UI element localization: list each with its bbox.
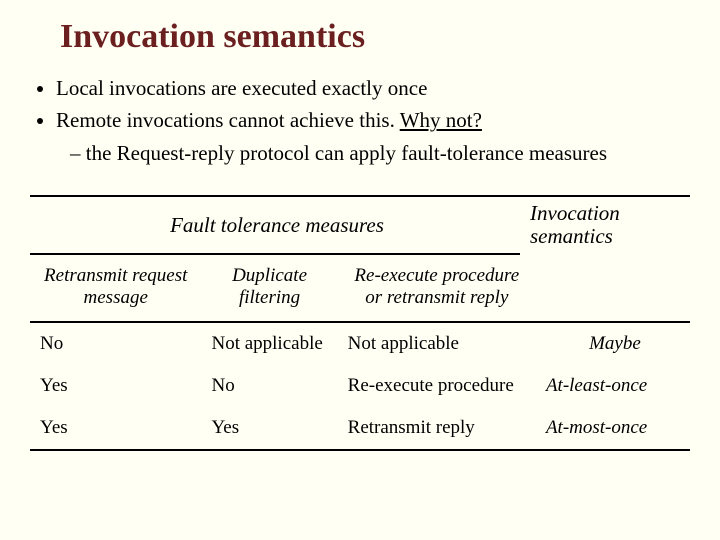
bullet-list: Local invocations are executed exactly o… <box>38 74 690 167</box>
bullet-1: Local invocations are executed exactly o… <box>56 74 690 102</box>
cell-duplicate: Yes <box>201 407 337 449</box>
cell-duplicate: No <box>201 365 337 407</box>
bullet-2-text: Remote invocations cannot achieve this. <box>56 108 400 132</box>
cell-semantics: At-most-once <box>536 407 690 449</box>
col-duplicate: Duplicatefiltering <box>201 255 337 321</box>
header-fault-tolerance: Fault tolerance measures <box>30 213 524 238</box>
table-row: No Not applicable Not applicable Maybe <box>30 322 690 365</box>
table-row: Yes Yes Retransmit reply At-most-once <box>30 407 690 449</box>
table-header-row: Retransmit requestmessage Duplicatefilte… <box>30 255 690 321</box>
why-not-link[interactable]: Why not? <box>400 108 482 132</box>
table-row: Yes No Re-execute procedure At-least-onc… <box>30 365 690 407</box>
cell-retransmit: No <box>30 322 201 365</box>
cell-reexecute: Not applicable <box>338 322 536 365</box>
col-reexecute: Re-execute procedureor retransmit reply <box>338 255 536 321</box>
sub-bullet-1: the Request-reply protocol can apply fau… <box>70 139 690 167</box>
header-invocation-semantics: Invocationsemantics <box>524 202 690 248</box>
col-semantics <box>536 255 690 321</box>
col-retransmit: Retransmit requestmessage <box>30 255 201 321</box>
semantics-table: Retransmit requestmessage Duplicatefilte… <box>30 255 690 451</box>
cell-reexecute: Retransmit reply <box>338 407 536 449</box>
cell-reexecute: Re-execute procedure <box>338 365 536 407</box>
slide-title: Invocation semantics <box>60 18 690 56</box>
cell-semantics: At-least-once <box>536 365 690 407</box>
cell-semantics: Maybe <box>536 322 690 365</box>
cell-duplicate: Not applicable <box>201 322 337 365</box>
bullet-2: Remote invocations cannot achieve this. … <box>56 106 690 167</box>
cell-retransmit: Yes <box>30 365 201 407</box>
table-area: Fault tolerance measures Invocationseman… <box>30 195 690 451</box>
cell-retransmit: Yes <box>30 407 201 449</box>
